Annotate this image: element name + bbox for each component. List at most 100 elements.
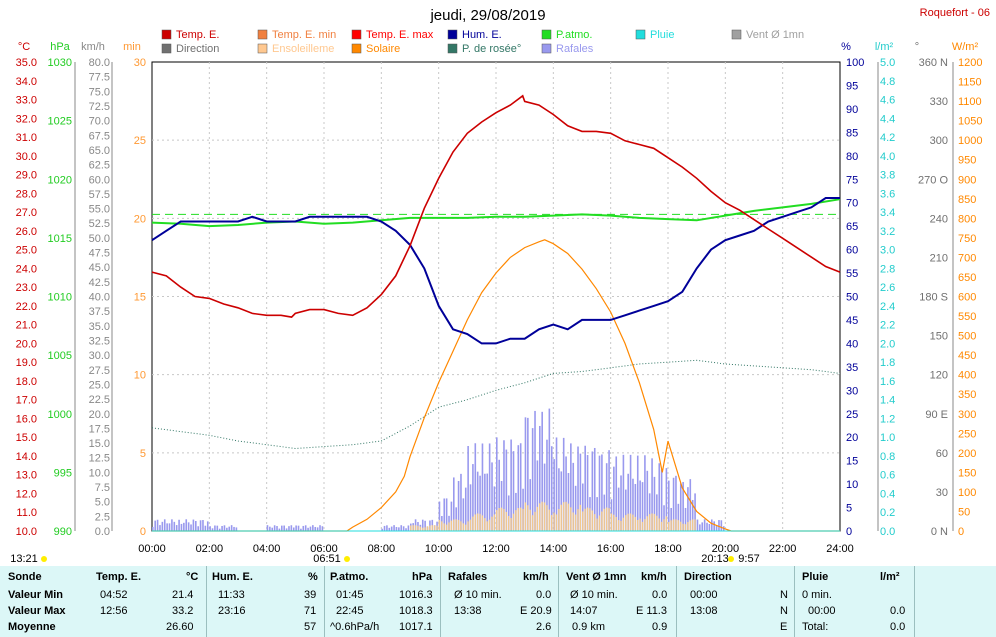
gust-bar (269, 526, 271, 531)
unit-humidity: % (841, 41, 851, 53)
wind-avg-bar (622, 517, 625, 531)
row-avg-press-trend: ^0.6hPa/h (330, 621, 380, 633)
wind-avg-bar (429, 525, 431, 531)
temp-axis-tick: 19.0 (16, 357, 37, 369)
time-tick-label: 08:00 (368, 543, 396, 555)
wind-avg-bar (410, 525, 412, 531)
gust-bar (708, 523, 711, 531)
gust-bar (562, 437, 565, 531)
gust-bar (469, 484, 472, 531)
gust-bar (407, 525, 410, 531)
gust-bar (696, 519, 699, 531)
wind-avg-bar (565, 501, 567, 531)
row-min-hum-time: 11:33 (218, 589, 245, 601)
gust-bar (206, 521, 209, 531)
row-max-hum-val: 71 (304, 605, 317, 617)
gust-bar (711, 519, 713, 531)
gust-bar (381, 528, 383, 531)
gust-bar (314, 526, 317, 531)
gust-bar (443, 498, 446, 531)
time-tick-label: 20:00 (712, 543, 740, 555)
wind-axis-tick: 22.5 (89, 394, 110, 406)
temp-axis-tick: 17.0 (16, 395, 37, 407)
legend-label: Pluie (650, 29, 674, 41)
time-tick-label: 04:00 (253, 543, 281, 555)
gust-bar (209, 526, 211, 531)
wind-axis-tick: 25.0 (89, 379, 110, 391)
station-name: Roquefort - 06 (920, 7, 990, 19)
gust-bar (474, 443, 477, 531)
rain-axis-tick: 1.6 (880, 376, 895, 388)
gust-bar (567, 473, 570, 531)
wind-avg-bar (491, 516, 493, 531)
legend-label: Solaire (366, 43, 400, 55)
wind-avg-bar (507, 515, 510, 531)
gust-bar (288, 526, 290, 531)
wind-avg-bar (421, 527, 424, 531)
gust-bar (672, 477, 675, 531)
wind-avg-bar (522, 508, 524, 531)
wind-avg-bar (582, 511, 584, 531)
wind-avg-bar (553, 512, 555, 531)
temp-axis-tick: 29.0 (16, 170, 37, 182)
gust-bar (388, 527, 391, 531)
gust-bar (718, 520, 720, 531)
pressure-axis-tick: 1010 (48, 292, 72, 304)
gust-bar (617, 487, 620, 531)
unit-rain: l/m² (875, 41, 894, 53)
gust-bar (178, 519, 180, 531)
solar-axis-tick: 1050 (958, 116, 982, 128)
gust-bar (570, 443, 572, 531)
wind-avg-bar (541, 501, 543, 531)
gust-bar (283, 525, 285, 531)
legend-swatch (351, 29, 362, 40)
rain-axis-tick: 2.6 (880, 282, 895, 294)
humidity-axis-tick: 90 (846, 104, 858, 116)
temp-axis-tick: 18.0 (16, 376, 37, 388)
rain-axis-tick: 2.8 (880, 263, 895, 275)
gust-bar (517, 445, 520, 531)
rain-axis-tick: 4.2 (880, 132, 895, 144)
wind-avg-bar (589, 508, 591, 531)
gust-bar (321, 526, 324, 531)
row-min-dir-val: N (780, 589, 788, 601)
gust-bar (438, 501, 441, 531)
gust-bar (214, 525, 216, 531)
wind-avg-bar (658, 518, 660, 531)
gust-bar (398, 527, 400, 531)
wind-avg-bar (689, 520, 691, 531)
temp-axis-tick: 20.0 (16, 338, 37, 350)
wind-avg-bar (562, 502, 565, 531)
row-avg-press-val: 1017.1 (399, 621, 433, 633)
temp-axis-tick: 28.0 (16, 188, 37, 200)
gust-bar (202, 520, 204, 531)
wind-avg-bar (424, 527, 426, 531)
gust-bar (218, 528, 221, 531)
row-max-press-val: 1018.3 (399, 605, 433, 617)
sun-axis-tick: 30 (134, 57, 146, 69)
wind-avg-bar (546, 505, 548, 531)
gust-bar (596, 497, 598, 531)
wind-avg-bar (620, 520, 622, 531)
gust-bar (316, 527, 319, 531)
wind-avg-bar (617, 520, 620, 531)
pressure-axis-tick: 995 (54, 467, 72, 479)
solar-axis-tick: 950 (958, 155, 976, 167)
wind-avg-bar (574, 514, 577, 531)
gust-bar (455, 507, 457, 531)
wind-avg-bar (615, 516, 617, 531)
gust-bar (668, 480, 670, 531)
gust-bar (390, 526, 393, 531)
gust-bar (156, 519, 159, 531)
wind-avg-bar (431, 525, 433, 531)
hdr-press-unit: hPa (412, 571, 433, 583)
wind-avg-bar (653, 513, 656, 531)
wind-axis-tick: 62.5 (89, 160, 110, 172)
unit-temp: °C (18, 41, 30, 53)
gust-bar (235, 527, 238, 531)
solar-axis-tick: 400 (958, 370, 976, 382)
wind-axis-tick: 37.5 (89, 306, 110, 318)
wind-avg-bar (632, 514, 634, 531)
temp-axis-tick: 25.0 (16, 245, 37, 257)
gust-bar (706, 522, 708, 531)
